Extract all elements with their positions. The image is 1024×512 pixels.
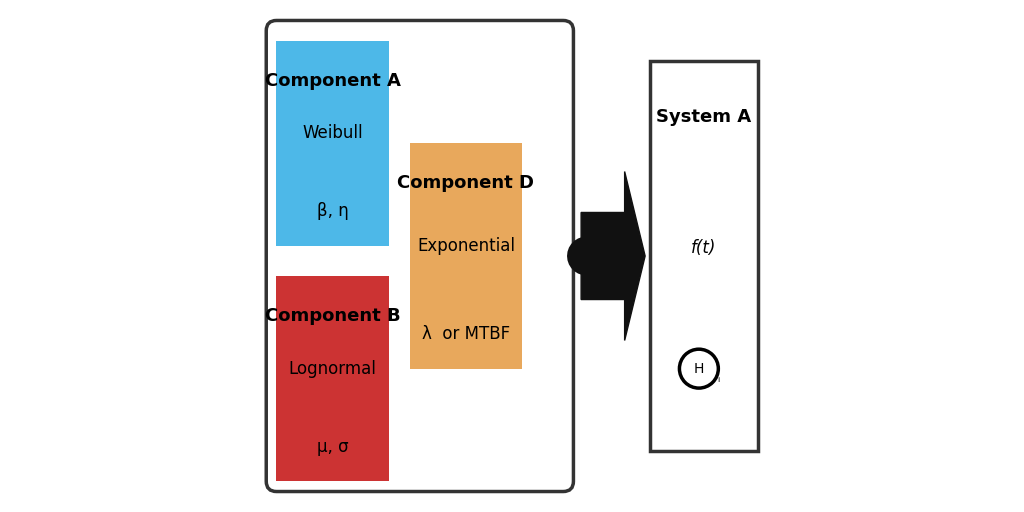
Text: System A: System A bbox=[656, 108, 752, 125]
Text: ᵢ: ᵢ bbox=[717, 372, 719, 386]
FancyBboxPatch shape bbox=[276, 41, 389, 246]
Text: μ, σ: μ, σ bbox=[317, 438, 348, 456]
FancyBboxPatch shape bbox=[410, 143, 522, 369]
Text: Lognormal: Lognormal bbox=[289, 359, 377, 378]
Text: λ  or MTBF: λ or MTBF bbox=[422, 325, 510, 343]
FancyBboxPatch shape bbox=[650, 61, 758, 451]
Polygon shape bbox=[582, 172, 645, 340]
Text: Exponential: Exponential bbox=[417, 237, 515, 255]
Text: Weibull: Weibull bbox=[302, 124, 364, 142]
Text: H: H bbox=[693, 361, 705, 376]
Text: β, η: β, η bbox=[316, 202, 349, 220]
Text: Component D: Component D bbox=[397, 174, 535, 192]
FancyBboxPatch shape bbox=[276, 276, 389, 481]
Text: Component B: Component B bbox=[265, 307, 400, 325]
FancyBboxPatch shape bbox=[266, 20, 573, 492]
Text: f(t): f(t) bbox=[691, 239, 717, 257]
Text: Component A: Component A bbox=[265, 72, 400, 90]
